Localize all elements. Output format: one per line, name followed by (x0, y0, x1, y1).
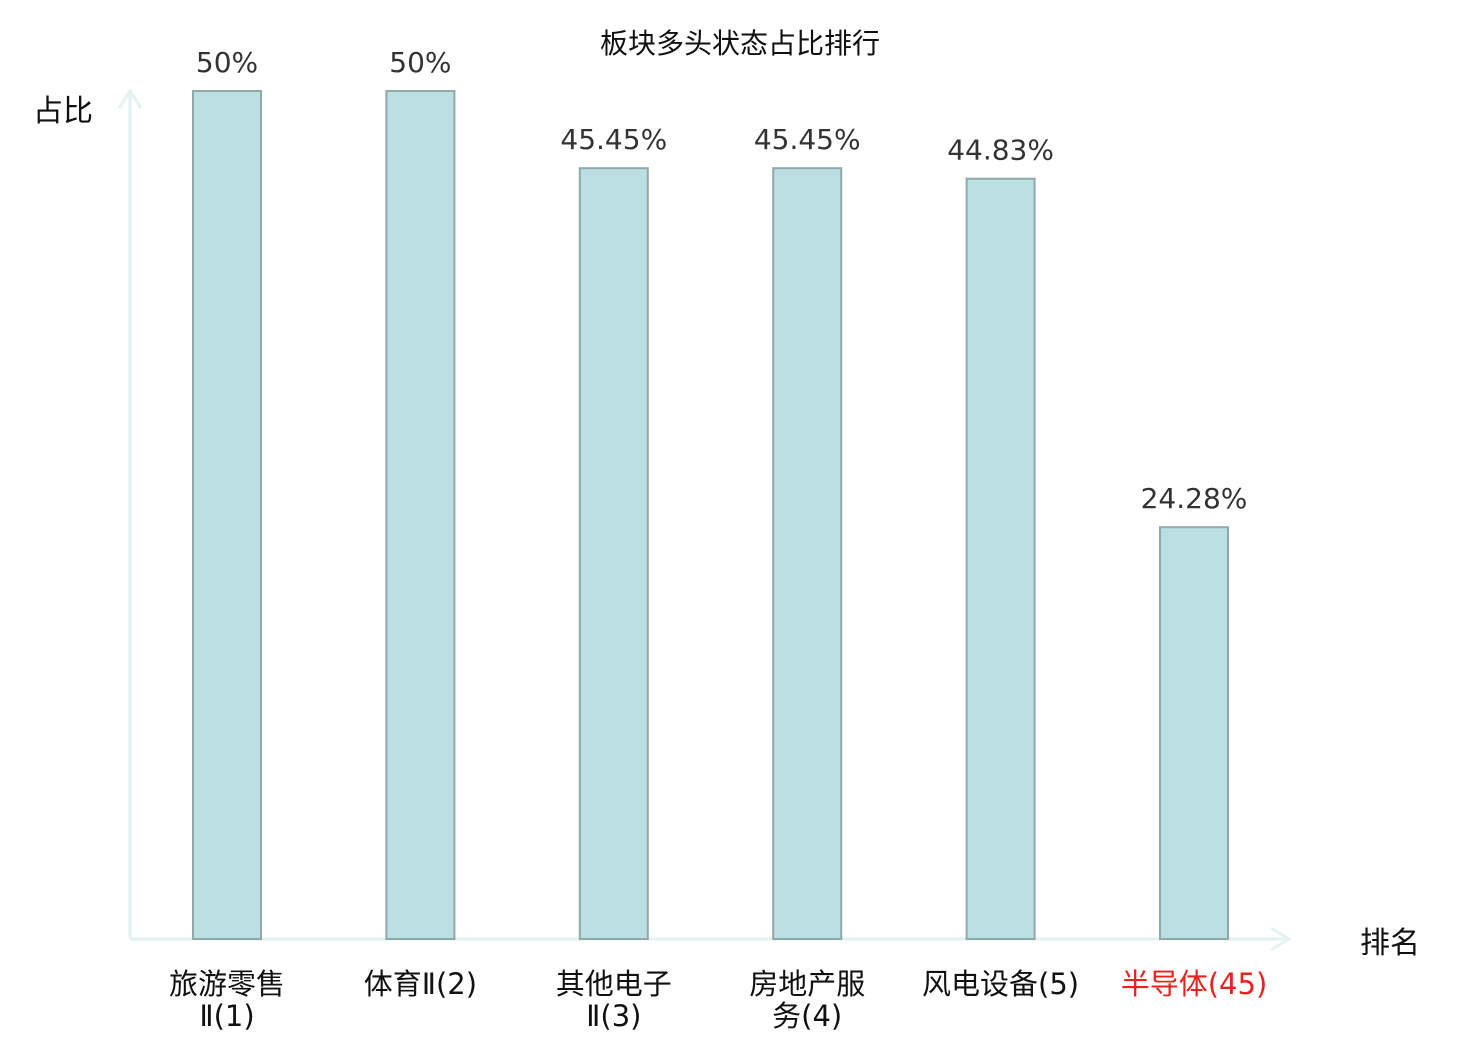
axes (117, 88, 1292, 952)
value-label-3: 45.45% (560, 123, 667, 156)
bars-group (192, 90, 1229, 940)
x-axis-label: 排名 (1360, 926, 1420, 961)
chart-title: 板块多头状态占比排行 (600, 27, 880, 60)
value-label-4: 45.45% (754, 123, 861, 156)
category-label-2: 体育Ⅱ(2) (364, 967, 477, 1001)
value-label-6: 24.28% (1141, 482, 1248, 515)
value-label-1: 50% (196, 46, 258, 79)
bar-5 (965, 177, 1036, 940)
bar-2 (385, 90, 456, 940)
bar-1 (192, 90, 262, 940)
category-label-4-line-1: 房地产服 (749, 967, 865, 1001)
value-label-2: 50% (389, 46, 451, 79)
bar-6 (1159, 526, 1229, 940)
category-label-3-line-1: 其他电子 (556, 967, 672, 1001)
bar-4 (772, 167, 843, 940)
value-label-5: 44.83% (947, 134, 1054, 167)
category-label-5: 风电设备(5) (922, 967, 1079, 1001)
x-axis-arrow-icon (1270, 926, 1292, 952)
value-labels-group: 50% 50% 45.45% 45.45% 44.83% 24.28% (196, 46, 1248, 515)
y-axis-arrow-icon (117, 88, 143, 109)
category-label-1-line-1: 旅游零售 (169, 967, 285, 1001)
bar-3 (578, 167, 649, 940)
category-label-3-line-2: Ⅱ(3) (586, 999, 641, 1033)
category-label-6: 半导体(45) (1121, 967, 1268, 1001)
category-label-1-line-2: Ⅱ(1) (199, 999, 254, 1033)
category-label-4-line-2: 务(4) (772, 999, 842, 1033)
y-axis-label: 占比 (33, 94, 93, 129)
